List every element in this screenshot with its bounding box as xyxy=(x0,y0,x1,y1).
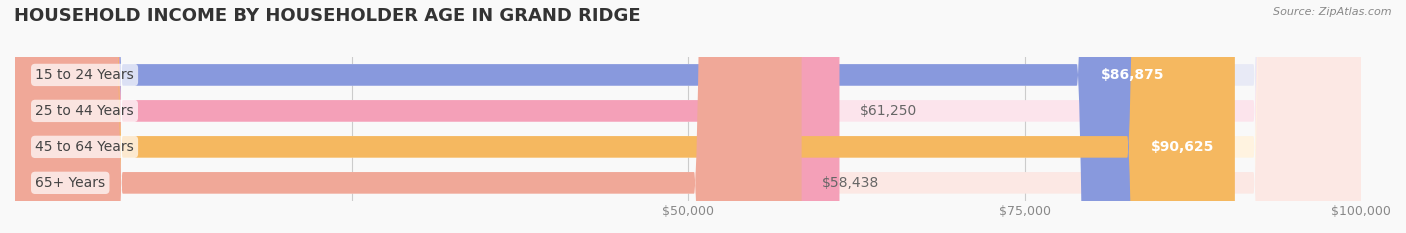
Text: $86,875: $86,875 xyxy=(1101,68,1164,82)
Text: 25 to 44 Years: 25 to 44 Years xyxy=(35,104,134,118)
FancyBboxPatch shape xyxy=(15,0,839,233)
FancyBboxPatch shape xyxy=(15,0,1361,233)
Text: HOUSEHOLD INCOME BY HOUSEHOLDER AGE IN GRAND RIDGE: HOUSEHOLD INCOME BY HOUSEHOLDER AGE IN G… xyxy=(14,7,641,25)
Text: $90,625: $90,625 xyxy=(1152,140,1215,154)
FancyBboxPatch shape xyxy=(15,0,1361,233)
FancyBboxPatch shape xyxy=(15,0,1361,233)
FancyBboxPatch shape xyxy=(15,0,1184,233)
FancyBboxPatch shape xyxy=(15,0,1234,233)
Text: Source: ZipAtlas.com: Source: ZipAtlas.com xyxy=(1274,7,1392,17)
Text: $61,250: $61,250 xyxy=(859,104,917,118)
Text: 15 to 24 Years: 15 to 24 Years xyxy=(35,68,134,82)
FancyBboxPatch shape xyxy=(15,0,1361,233)
Text: $58,438: $58,438 xyxy=(821,176,879,190)
Text: 65+ Years: 65+ Years xyxy=(35,176,105,190)
Text: 45 to 64 Years: 45 to 64 Years xyxy=(35,140,134,154)
FancyBboxPatch shape xyxy=(15,0,801,233)
